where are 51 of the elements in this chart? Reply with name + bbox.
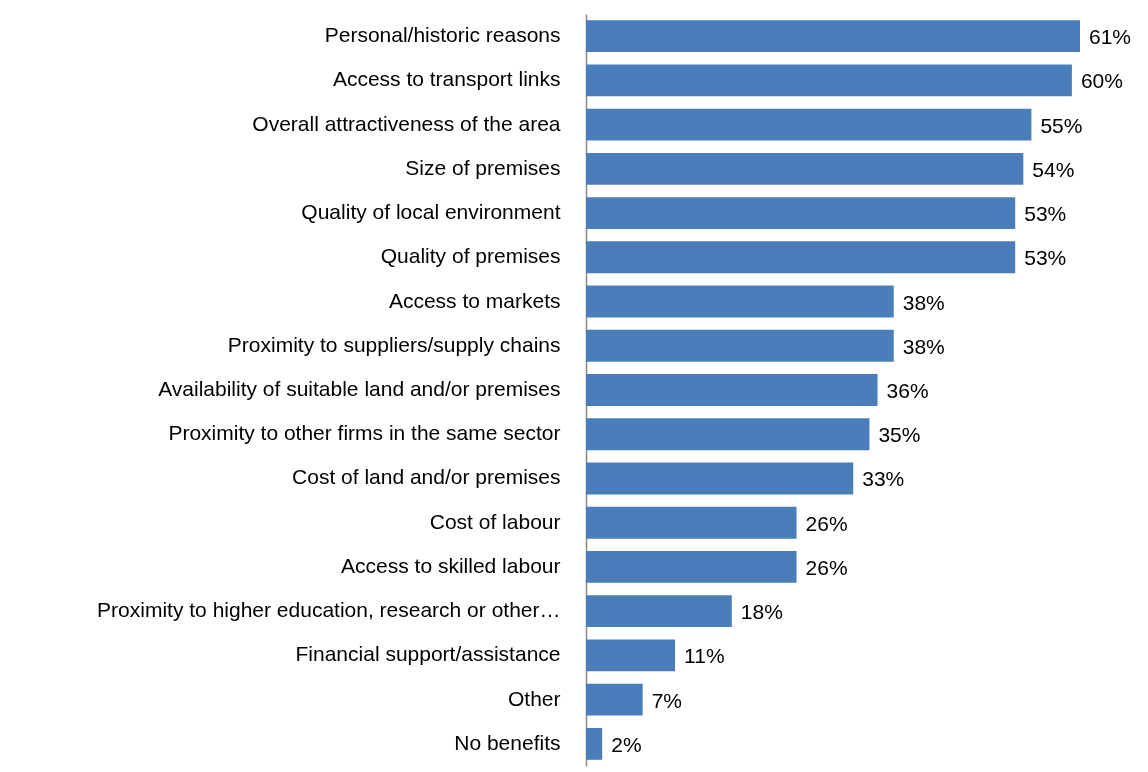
data-label: 33% <box>862 467 905 491</box>
y-tick-label: Availability of suitable land and/or premises <box>158 377 561 400</box>
y-tick-label: Cost of land and/or premises <box>292 465 561 489</box>
bar <box>586 683 643 716</box>
bar <box>586 241 1016 274</box>
y-tick-label: Access to markets <box>388 288 561 312</box>
data-label: 60% <box>1080 69 1123 93</box>
y-tick-label: Personal/historic reasons <box>324 23 561 47</box>
bar <box>586 329 894 362</box>
bar <box>586 108 1032 141</box>
y-tick-label: Proximity to suppliers/supply chains <box>227 332 561 356</box>
bar <box>586 727 603 760</box>
y-tick-label: Quality of premises <box>380 244 561 268</box>
data-label: 54% <box>1032 157 1075 181</box>
y-tick-label: Size of premises <box>405 155 561 179</box>
bar <box>586 595 732 628</box>
bar <box>586 197 1016 229</box>
y-tick-label: Cost of labour <box>429 509 561 533</box>
bar <box>586 462 854 495</box>
data-label: 61% <box>1089 25 1132 49</box>
data-label: 55% <box>1040 113 1083 137</box>
bar <box>586 418 870 451</box>
data-label: 18% <box>740 600 783 624</box>
y-tick-label: Quality of local environment <box>301 200 561 224</box>
data-label: 53% <box>1024 202 1067 226</box>
bar <box>586 285 894 318</box>
data-label: 7% <box>651 688 683 712</box>
bar <box>586 506 797 539</box>
y-tick-label: Proximity to higher education, research or other… <box>97 598 561 622</box>
data-label: 38% <box>902 290 945 314</box>
y-tick-label: Proximity to other firms in the same sector <box>168 421 561 445</box>
data-label: 11% <box>684 644 725 668</box>
y-tick-label: No benefits <box>454 730 561 754</box>
data-label: 36% <box>886 379 929 402</box>
data-label: 38% <box>902 334 945 358</box>
bar <box>586 639 676 672</box>
y-tick-label: Access to transport links <box>332 67 561 91</box>
bar <box>586 20 1080 53</box>
y-tick-label: Access to skilled labour <box>341 553 561 577</box>
bar <box>586 64 1072 97</box>
bar <box>586 374 878 406</box>
data-label: 26% <box>805 511 848 535</box>
data-label: 35% <box>878 423 921 447</box>
y-tick-label: Overall attractiveness of the area <box>252 111 561 135</box>
data-label: 53% <box>1024 246 1067 270</box>
bar <box>586 152 1024 185</box>
y-tick-label: Other <box>507 686 561 710</box>
bar <box>586 551 797 583</box>
data-label: 2% <box>611 732 642 756</box>
y-tick-label: Financial support/assistance <box>295 642 561 666</box>
data-label: 26% <box>805 555 848 579</box>
